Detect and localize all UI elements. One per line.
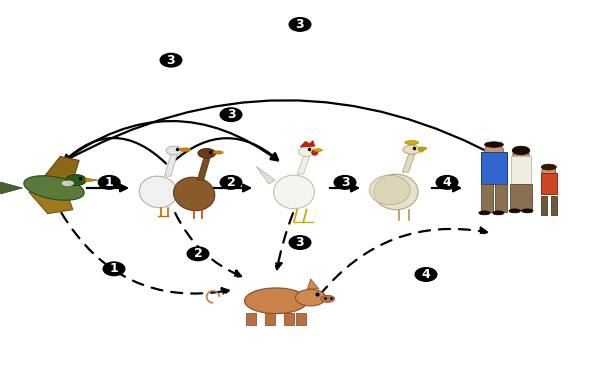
Bar <box>284 314 293 325</box>
Ellipse shape <box>374 174 418 210</box>
Polygon shape <box>41 156 79 180</box>
Polygon shape <box>164 155 177 176</box>
Bar <box>246 314 256 325</box>
Polygon shape <box>1 182 23 194</box>
Bar <box>495 184 506 212</box>
Ellipse shape <box>542 166 556 176</box>
Ellipse shape <box>296 290 326 306</box>
Polygon shape <box>403 155 415 172</box>
Bar <box>481 184 493 212</box>
Text: 1: 1 <box>110 262 118 275</box>
Ellipse shape <box>485 142 503 147</box>
Text: 1: 1 <box>105 176 113 189</box>
Ellipse shape <box>274 175 314 209</box>
Circle shape <box>103 262 125 276</box>
Bar <box>541 173 557 194</box>
Polygon shape <box>86 178 98 182</box>
Ellipse shape <box>479 211 490 215</box>
Circle shape <box>436 176 458 189</box>
Ellipse shape <box>298 147 315 156</box>
Polygon shape <box>29 192 73 214</box>
Ellipse shape <box>198 149 215 158</box>
Text: 4: 4 <box>422 268 430 281</box>
Ellipse shape <box>139 176 177 208</box>
Bar <box>551 196 557 215</box>
Text: 3: 3 <box>341 176 349 189</box>
Text: 2: 2 <box>194 247 202 260</box>
Ellipse shape <box>173 177 215 211</box>
Ellipse shape <box>403 146 421 154</box>
Ellipse shape <box>66 174 86 186</box>
Polygon shape <box>297 156 310 174</box>
Circle shape <box>334 176 356 189</box>
Text: 3: 3 <box>167 54 175 67</box>
Ellipse shape <box>513 149 529 160</box>
Ellipse shape <box>314 149 322 152</box>
Bar <box>481 153 506 184</box>
Polygon shape <box>300 141 315 147</box>
Ellipse shape <box>509 209 520 213</box>
Ellipse shape <box>405 141 419 144</box>
Ellipse shape <box>166 146 182 155</box>
Ellipse shape <box>369 175 410 205</box>
Text: 3: 3 <box>296 18 304 31</box>
Circle shape <box>98 176 120 189</box>
Circle shape <box>415 268 437 281</box>
Text: 4: 4 <box>443 176 451 189</box>
Circle shape <box>160 53 182 67</box>
Bar <box>511 156 531 184</box>
Ellipse shape <box>485 144 503 157</box>
Bar <box>541 196 547 215</box>
Bar <box>509 184 532 210</box>
Ellipse shape <box>213 151 223 154</box>
Ellipse shape <box>179 148 191 152</box>
Polygon shape <box>256 166 275 184</box>
Ellipse shape <box>521 209 533 213</box>
Text: 3: 3 <box>296 236 304 249</box>
Circle shape <box>220 108 242 121</box>
Ellipse shape <box>62 181 74 186</box>
Polygon shape <box>308 279 319 289</box>
Ellipse shape <box>321 295 335 302</box>
Ellipse shape <box>245 288 308 314</box>
Ellipse shape <box>24 176 84 200</box>
Circle shape <box>220 176 242 189</box>
Ellipse shape <box>311 150 318 155</box>
Bar <box>265 314 275 325</box>
Ellipse shape <box>541 164 556 170</box>
Ellipse shape <box>512 146 530 155</box>
Circle shape <box>187 247 209 261</box>
Circle shape <box>289 236 311 249</box>
Circle shape <box>289 18 311 31</box>
Polygon shape <box>197 158 210 180</box>
Ellipse shape <box>418 147 427 150</box>
Ellipse shape <box>419 147 424 152</box>
Ellipse shape <box>493 211 504 215</box>
Text: 3: 3 <box>227 108 235 121</box>
Text: 2: 2 <box>227 176 235 189</box>
Bar <box>296 314 306 325</box>
